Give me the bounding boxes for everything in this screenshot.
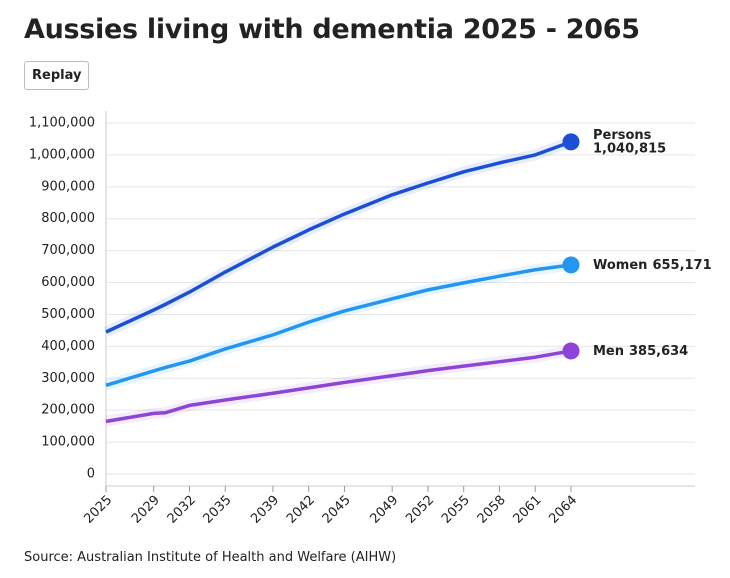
y-tick-label: 400,000 bbox=[41, 339, 95, 354]
x-tick-label: 2055 bbox=[439, 493, 473, 527]
y-tick-label: 700,000 bbox=[41, 243, 95, 258]
chart: 0 100,000 200,000 300,000 400,000 500,000 600,… bbox=[29, 111, 712, 527]
series-label: Men 385,634 bbox=[593, 343, 688, 358]
x-tick-label: 2032 bbox=[165, 493, 199, 527]
x-tick-label: 2029 bbox=[129, 493, 163, 527]
chart-title: Aussies living with dementia 2025 - 2065 bbox=[24, 14, 640, 45]
series-label: Women 655,171 bbox=[593, 257, 712, 272]
y-tick-label: 200,000 bbox=[41, 403, 95, 418]
y-tick-label: 800,000 bbox=[41, 211, 95, 226]
x-tick-label: 2058 bbox=[475, 493, 509, 527]
end-value-label: 655,171 bbox=[652, 257, 711, 272]
replay-button[interactable]: Replay bbox=[24, 61, 90, 90]
y-tick-label: 1,000,000 bbox=[29, 147, 95, 162]
x-tick-label: 2061 bbox=[511, 493, 545, 527]
y-tick-label: 500,000 bbox=[41, 307, 95, 322]
series-line bbox=[105, 263, 572, 387]
y-tick-label: 1,100,000 bbox=[29, 116, 95, 131]
end-marker bbox=[562, 256, 580, 274]
end-marker bbox=[562, 342, 580, 360]
y-tick-label: 0 bbox=[87, 467, 95, 482]
end-value-label: 385,634 bbox=[629, 343, 688, 358]
end-marker bbox=[562, 133, 580, 151]
x-tick-label: 2049 bbox=[367, 493, 401, 527]
series-name: Women bbox=[593, 257, 647, 272]
series-name: Men bbox=[593, 343, 624, 358]
x-tick-label: 2052 bbox=[403, 493, 437, 527]
y-tick-label: 300,000 bbox=[41, 371, 95, 386]
x-tick-label: 2042 bbox=[284, 493, 318, 527]
series-name: Persons bbox=[593, 127, 652, 142]
y-tick-label: 900,000 bbox=[41, 179, 95, 194]
x-tick-label: 2045 bbox=[320, 493, 354, 527]
series-line bbox=[105, 140, 572, 334]
series-line bbox=[105, 349, 572, 424]
series-label: Persons bbox=[593, 127, 652, 142]
x-tick-label: 2064 bbox=[546, 493, 580, 527]
y-tick-label: 100,000 bbox=[41, 435, 95, 450]
x-tick-label: 2025 bbox=[81, 493, 115, 527]
x-tick-label: 2039 bbox=[248, 493, 282, 527]
end-value-label: 1,040,815 bbox=[593, 141, 666, 156]
y-tick-label: 600,000 bbox=[41, 275, 95, 290]
x-tick-label: 2035 bbox=[201, 493, 235, 527]
source-note: Source: Australian Institute of Health a… bbox=[24, 550, 397, 565]
